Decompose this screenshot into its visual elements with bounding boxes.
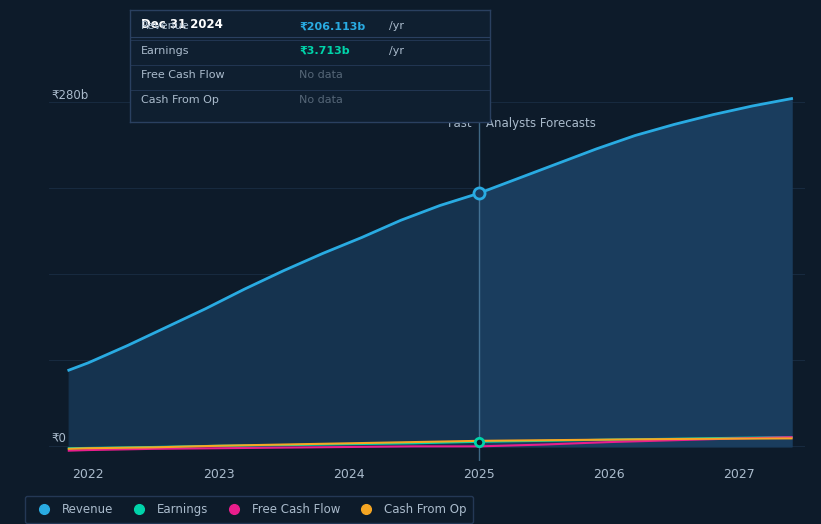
Text: /yr: /yr [389,46,404,56]
Text: Revenue: Revenue [140,21,190,31]
Text: No data: No data [299,71,343,81]
Text: Analysts Forecasts: Analysts Forecasts [485,117,595,130]
Text: Cash From Op: Cash From Op [140,95,218,105]
Text: ₹3.713b: ₹3.713b [299,46,350,56]
Text: No data: No data [299,95,343,105]
Text: ₹0: ₹0 [52,432,67,445]
Text: Free Cash Flow: Free Cash Flow [140,71,224,81]
Text: Earnings: Earnings [140,46,190,56]
Text: /yr: /yr [389,21,404,31]
Legend: Revenue, Earnings, Free Cash Flow, Cash From Op: Revenue, Earnings, Free Cash Flow, Cash … [25,496,473,523]
Text: ₹280b: ₹280b [52,89,89,102]
Text: ₹206.113b: ₹206.113b [299,21,365,31]
Text: Past: Past [448,117,473,130]
Text: Dec 31 2024: Dec 31 2024 [140,18,222,31]
